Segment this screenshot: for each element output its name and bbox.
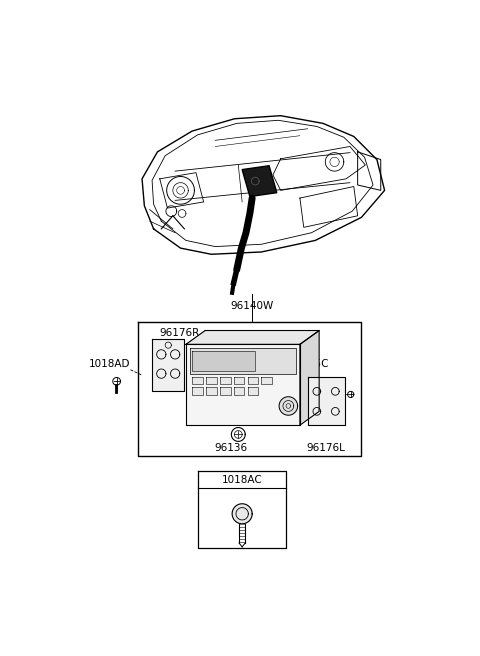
Polygon shape [248,388,258,395]
Polygon shape [248,377,258,384]
Polygon shape [152,339,184,392]
Polygon shape [192,388,203,395]
Text: 96140W: 96140W [230,301,274,311]
Polygon shape [308,377,345,425]
Text: 96145C: 96145C [288,359,329,369]
Polygon shape [234,388,244,395]
Polygon shape [279,397,298,415]
Text: 96176R: 96176R [160,328,200,338]
Text: 1018AD: 1018AD [89,359,131,369]
Polygon shape [220,388,230,395]
Text: 1018AC: 1018AC [222,475,263,485]
Polygon shape [234,377,244,384]
Polygon shape [206,388,217,395]
Polygon shape [192,350,255,371]
Polygon shape [142,115,384,255]
Polygon shape [190,348,296,374]
Text: 96176L: 96176L [307,443,346,453]
Polygon shape [186,331,319,344]
Text: 96136: 96136 [214,443,247,453]
Polygon shape [206,377,217,384]
Polygon shape [220,377,230,384]
Polygon shape [262,377,272,384]
Polygon shape [192,377,203,384]
Polygon shape [300,331,319,425]
Polygon shape [232,504,252,523]
Polygon shape [186,344,300,425]
Polygon shape [242,166,277,197]
